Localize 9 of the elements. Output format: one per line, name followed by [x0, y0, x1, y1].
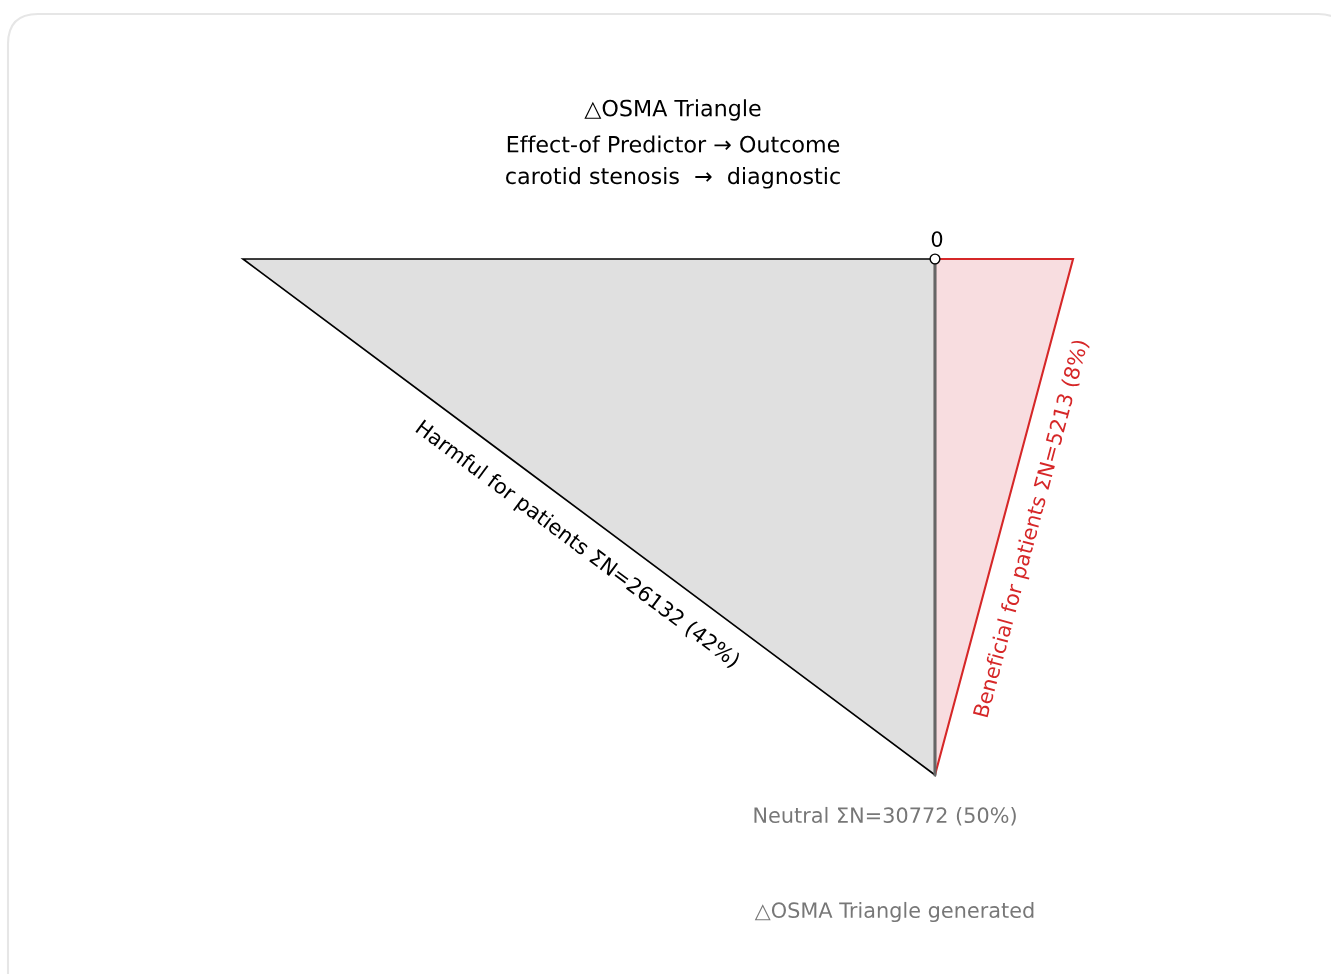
text: △OSMA Triangle generated — [754, 901, 1034, 923]
text: Effect-of Predictor → Outcome carotid stenosis → diagnostic — [506, 135, 840, 189]
data-label: 30772 — [883, 807, 947, 824]
category-label: Neutral ΣN= — [754, 806, 880, 824]
text: △OSMA Triangle — [584, 99, 761, 121]
text: (8%) — [1060, 339, 1091, 389]
text: (50%) — [956, 806, 1016, 826]
text: 0 — [931, 231, 943, 247]
data-label: 5213 — [1045, 393, 1074, 446]
